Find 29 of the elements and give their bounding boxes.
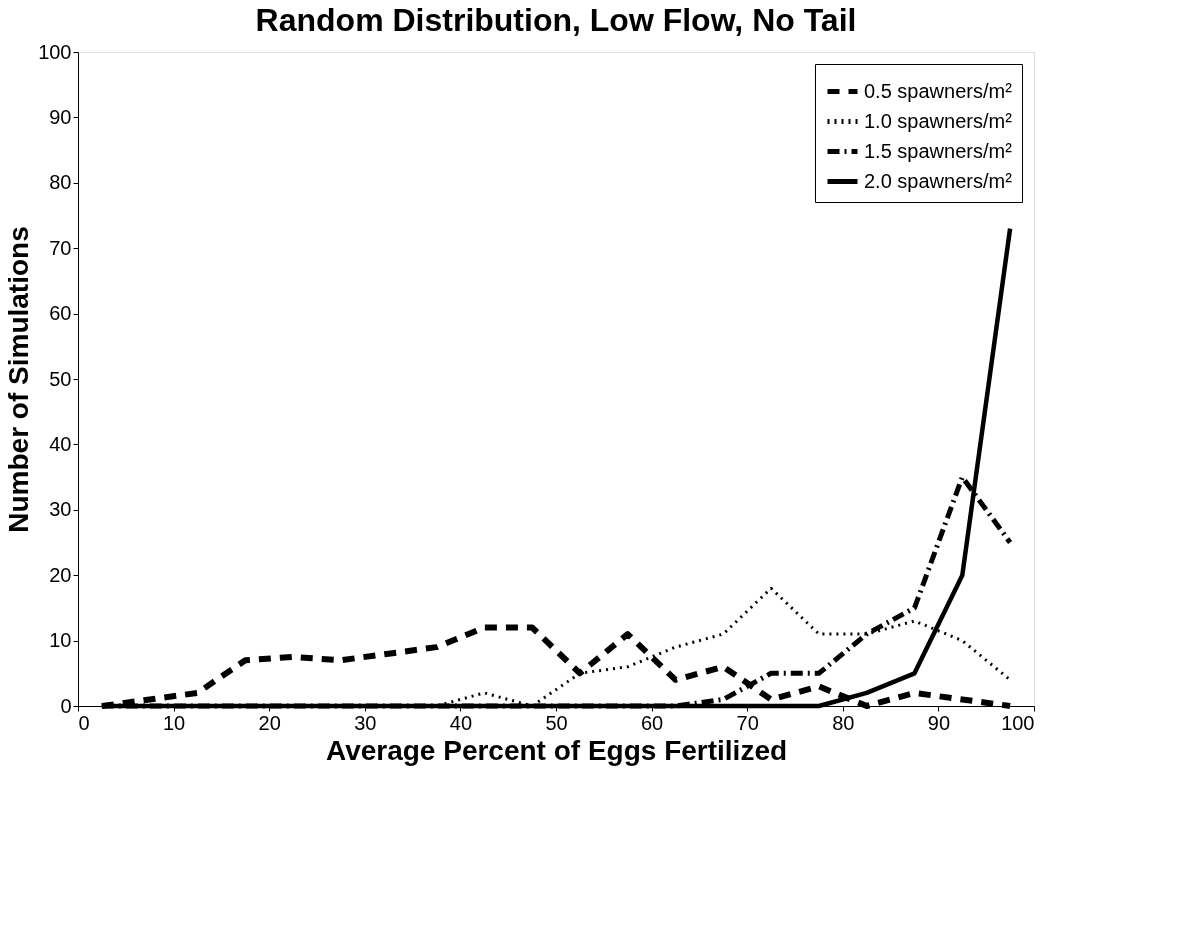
legend-label: 2.0 spawners/m² [864, 169, 1013, 192]
x-tick-label: 30 [354, 711, 377, 734]
legend-label: 1.5 spawners/m² [864, 139, 1013, 162]
y-tick-label: 40 [49, 432, 72, 455]
x-tick-label: 20 [258, 711, 281, 734]
x-tick-label: 40 [449, 711, 473, 734]
x-tick-label: 100 [1001, 711, 1035, 734]
legend-label: 1.0 spawners/m² [864, 109, 1013, 132]
x-tick-label: 90 [927, 711, 951, 734]
y-tick-label: 70 [49, 236, 72, 259]
x-tick-label: 50 [545, 711, 568, 734]
y-tick-label: 10 [49, 629, 72, 652]
y-tick-label: 20 [49, 563, 72, 586]
x-tick-label: 80 [832, 711, 855, 734]
y-tick-label: 80 [49, 171, 72, 194]
y-tick-label: 60 [49, 302, 72, 325]
y-axis-title: Number of Simulations [3, 226, 35, 533]
x-tick-label: 70 [736, 711, 759, 734]
y-tick-label: 90 [49, 105, 72, 128]
x-tick-label: 60 [640, 711, 664, 734]
chart-title: Random Distribution, Low Flow, No Tail [255, 2, 857, 38]
x-tick-label: 10 [162, 711, 186, 734]
x-tick-label: 0 [78, 711, 90, 734]
y-tick-label: 100 [38, 40, 72, 63]
y-tick-label: 0 [60, 694, 72, 717]
x-axis-title: Average Percent of Eggs Fertilized [325, 734, 788, 766]
y-tick-label: 30 [49, 498, 72, 521]
legend-label: 0.5 spawners/m² [864, 79, 1013, 102]
y-tick-label: 50 [49, 367, 72, 390]
